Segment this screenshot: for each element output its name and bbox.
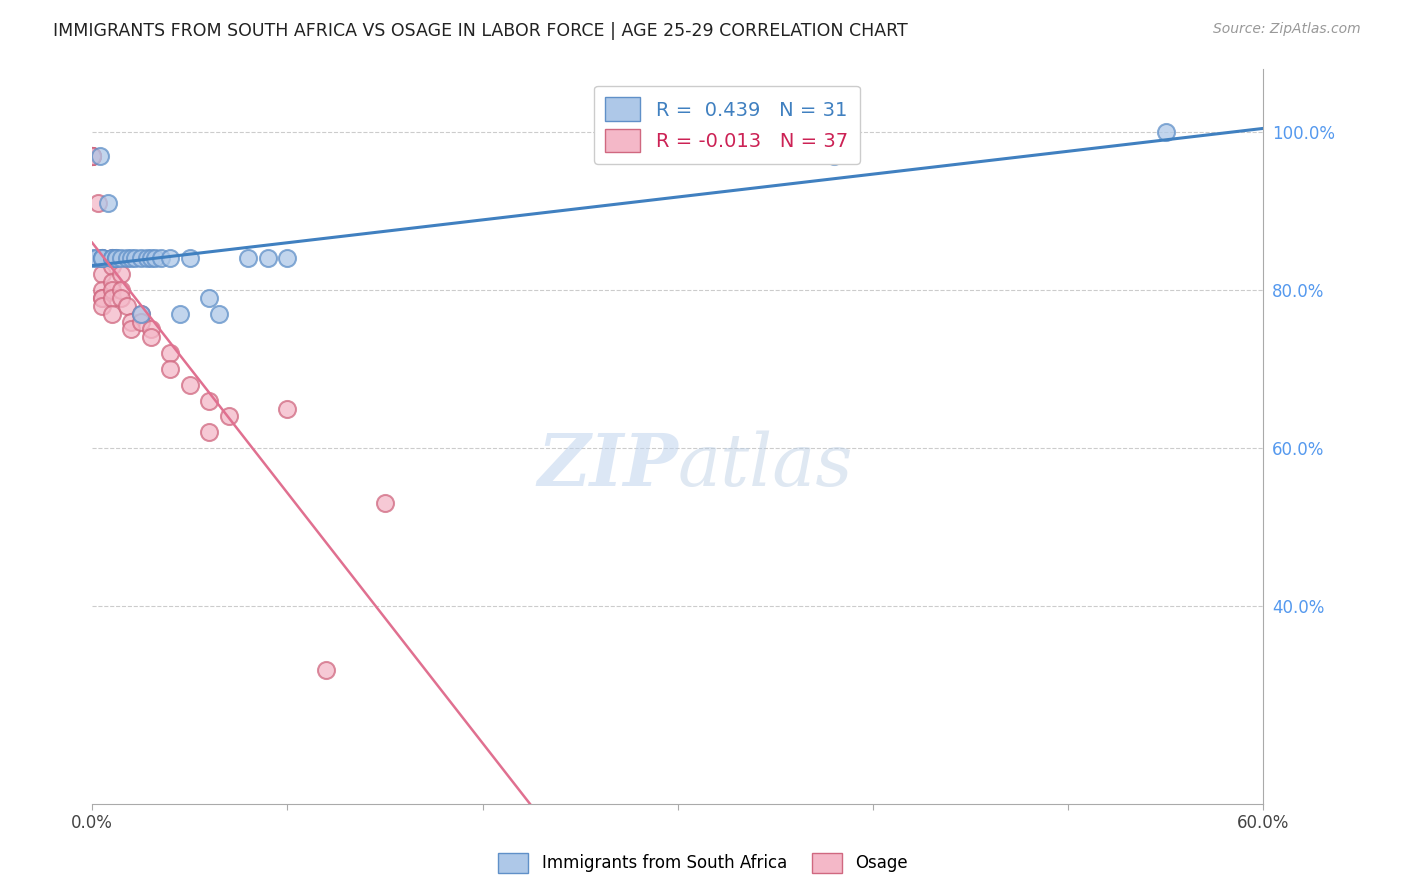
Point [120, 322, 142, 336]
Point [1154, 125, 1177, 139]
Point [82, 148, 104, 162]
Point [82, 148, 104, 162]
Point [100, 307, 122, 321]
Point [143, 252, 166, 266]
Point [91, 252, 114, 266]
Point [129, 315, 152, 329]
Point [276, 401, 298, 416]
Point [91, 252, 114, 266]
Text: ZIP: ZIP [537, 430, 678, 501]
Point [208, 307, 231, 321]
Point [169, 307, 191, 321]
Point [100, 283, 122, 297]
Point [149, 252, 172, 266]
Point [100, 252, 122, 266]
Point [257, 252, 280, 266]
Text: IMMIGRANTS FROM SOUTH AFRICA VS OSAGE IN LABOR FORCE | AGE 25-29 CORRELATION CHA: IMMIGRANTS FROM SOUTH AFRICA VS OSAGE IN… [53, 22, 908, 40]
Point [110, 291, 132, 305]
Point [91, 291, 114, 305]
Point [82, 148, 104, 162]
Point [110, 267, 132, 281]
Point [100, 291, 122, 305]
Point [374, 496, 396, 510]
Point [89, 148, 111, 162]
Point [159, 362, 181, 376]
Point [82, 252, 104, 266]
Point [100, 275, 122, 289]
Point [179, 252, 201, 266]
Legend: R =  0.439   N = 31, R = -0.013   N = 37: R = 0.439 N = 31, R = -0.013 N = 37 [593, 86, 860, 164]
Point [120, 252, 142, 266]
Point [139, 322, 162, 336]
Point [238, 252, 260, 266]
Point [198, 425, 221, 440]
Point [124, 252, 146, 266]
Point [198, 291, 221, 305]
Point [84, 252, 107, 266]
Point [100, 259, 122, 273]
Point [120, 315, 142, 329]
Point [117, 299, 139, 313]
Point [139, 252, 162, 266]
Point [315, 663, 337, 677]
Point [823, 148, 845, 162]
Point [91, 283, 114, 297]
Point [104, 252, 127, 266]
Point [135, 252, 157, 266]
Point [91, 291, 114, 305]
Point [129, 307, 152, 321]
Point [276, 252, 298, 266]
Point [91, 299, 114, 313]
Point [139, 330, 162, 344]
Point [218, 409, 240, 424]
Point [100, 252, 122, 266]
Legend: Immigrants from South Africa, Osage: Immigrants from South Africa, Osage [492, 847, 914, 880]
Point [104, 252, 127, 266]
Point [91, 267, 114, 281]
Point [198, 393, 221, 408]
Point [129, 252, 152, 266]
Point [110, 252, 132, 266]
Text: Source: ZipAtlas.com: Source: ZipAtlas.com [1213, 22, 1361, 37]
Point [91, 252, 114, 266]
Point [179, 377, 201, 392]
Point [159, 346, 181, 360]
Point [87, 196, 110, 211]
Point [97, 196, 120, 211]
Point [110, 283, 132, 297]
Point [129, 307, 152, 321]
Text: atlas: atlas [678, 431, 853, 501]
Point [100, 252, 122, 266]
Point [82, 148, 104, 162]
Point [82, 148, 104, 162]
Point [117, 252, 139, 266]
Point [91, 252, 114, 266]
Point [159, 252, 181, 266]
